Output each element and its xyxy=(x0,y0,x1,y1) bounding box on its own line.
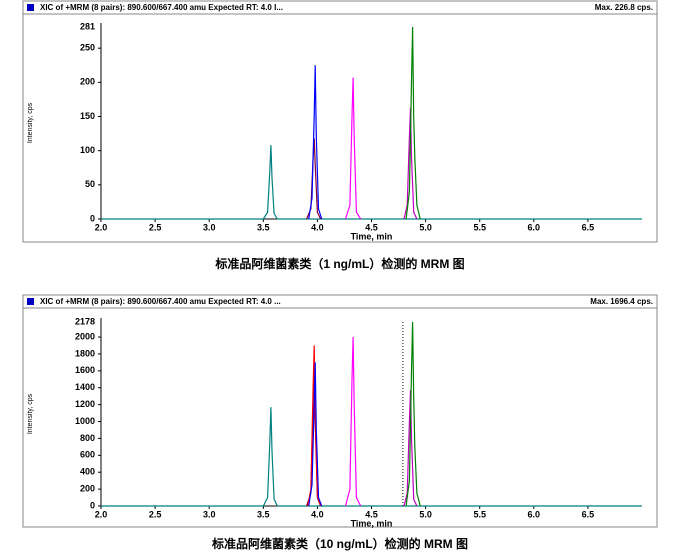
x-axis-title: Time, min xyxy=(351,518,393,528)
x-tick-label: 5.0 xyxy=(419,509,432,519)
y-tick-label: 1200 xyxy=(75,399,95,409)
x-tick-label: 2.0 xyxy=(95,222,108,232)
x-tick-label: 5.5 xyxy=(473,222,486,232)
header-icon xyxy=(27,4,34,11)
caption: 标准品阿维菌素类（1 ng/mL）检测的 MRM 图 xyxy=(214,256,464,271)
caption: 标准品阿维菌素类（10 ng/mL）检测的 MRM 图 xyxy=(211,536,468,551)
header-icon xyxy=(27,298,34,305)
y-tick-label: 100 xyxy=(80,145,95,155)
y-tick-label: 50 xyxy=(85,179,95,189)
x-tick-label: 4.0 xyxy=(311,509,324,519)
y-tick-label: 1000 xyxy=(75,416,95,426)
x-tick-label: 6.5 xyxy=(582,509,595,519)
x-tick-label: 4.5 xyxy=(365,222,378,232)
trace xyxy=(405,321,421,507)
x-tick-label: 2.5 xyxy=(149,509,162,519)
y-axis-title: Intensity, cps xyxy=(27,393,34,434)
x-tick-label: 4.0 xyxy=(311,222,324,232)
y-tick-label: 800 xyxy=(80,433,95,443)
trace xyxy=(405,26,421,220)
x-tick-label: 2.0 xyxy=(95,509,108,519)
x-tick-label: 4.5 xyxy=(365,509,378,519)
y-max-label: 281 xyxy=(80,21,95,31)
trace xyxy=(101,145,642,220)
panel-header: XIC of +MRM (8 pairs): 890.600/667.400 a… xyxy=(40,297,281,306)
y-tick-label: 200 xyxy=(80,77,95,87)
y-tick-label: 400 xyxy=(80,467,95,477)
trace xyxy=(344,77,362,220)
x-tick-label: 2.5 xyxy=(149,222,162,232)
y-tick-label: 600 xyxy=(80,450,95,460)
y-tick-label: 0 xyxy=(90,500,95,510)
x-tick-label: 3.5 xyxy=(257,222,270,232)
x-tick-label: 6.5 xyxy=(582,222,595,232)
trace xyxy=(344,336,362,507)
x-tick-label: 5.5 xyxy=(473,509,486,519)
y-tick-label: 0 xyxy=(90,213,95,223)
trace xyxy=(308,65,323,220)
y-tick-label: 1400 xyxy=(75,382,95,392)
max-label: Max. 1696.4 cps. xyxy=(590,297,653,306)
y-tick-label: 250 xyxy=(80,43,95,53)
x-tick-label: 3.0 xyxy=(203,509,216,519)
x-tick-label: 6.0 xyxy=(528,509,541,519)
panel-header: XIC of +MRM (8 pairs): 890.600/667.400 a… xyxy=(40,3,283,12)
y-tick-label: 200 xyxy=(80,483,95,493)
x-tick-label: 5.0 xyxy=(419,222,432,232)
y-tick-label: 1800 xyxy=(75,348,95,358)
x-tick-label: 3.5 xyxy=(257,509,270,519)
x-tick-label: 3.0 xyxy=(203,222,216,232)
panel-frame xyxy=(22,294,658,528)
y-max-label: 2178 xyxy=(75,316,95,326)
panel-frame xyxy=(22,0,658,243)
y-tick-label: 150 xyxy=(80,111,95,121)
y-tick-label: 1600 xyxy=(75,365,95,375)
x-axis-title: Time, min xyxy=(351,231,393,241)
trace xyxy=(308,362,323,507)
y-tick-label: 2000 xyxy=(75,331,95,341)
y-axis-title: Intensity, cps xyxy=(27,102,34,143)
x-tick-label: 6.0 xyxy=(528,222,541,232)
max-label: Max. 226.8 cps. xyxy=(595,3,653,12)
trace xyxy=(101,407,642,507)
